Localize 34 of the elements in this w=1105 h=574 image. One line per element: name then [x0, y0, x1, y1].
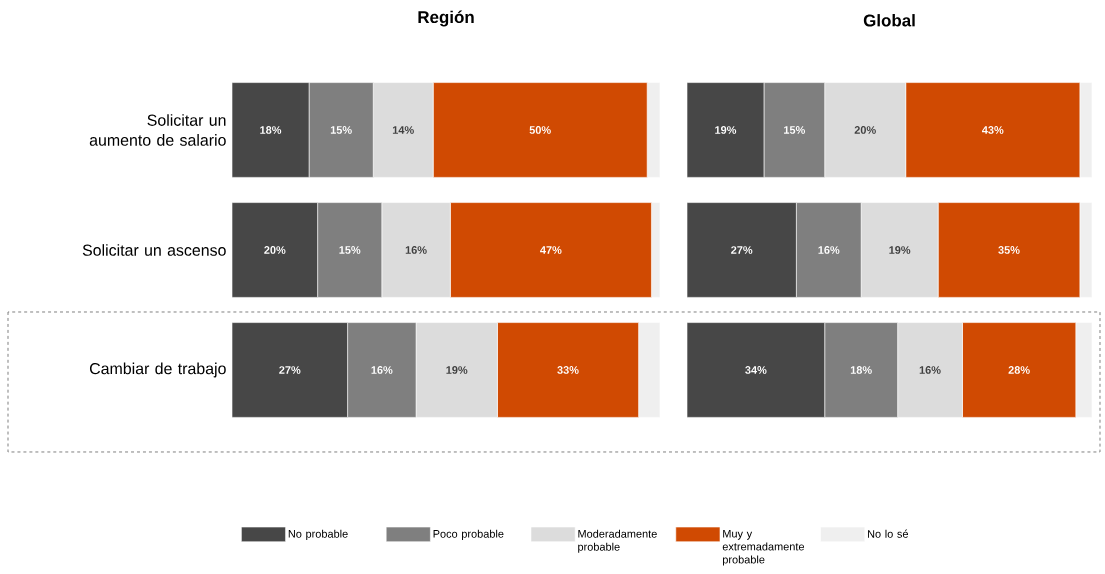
data-label: 35% — [998, 246, 1020, 254]
data-label: 34% — [745, 366, 767, 374]
data-label: 15% — [330, 126, 352, 134]
chart-title: Región — [418, 10, 474, 27]
data-label: 28% — [1008, 366, 1030, 374]
data-label: 33% — [557, 366, 579, 374]
data-label: 14% — [392, 126, 414, 134]
data-label: 19% — [889, 246, 911, 254]
y-tick-label: Solicitar un aumento de salario — [89, 114, 226, 146]
legend-label: Muy y extremadamente probable — [722, 529, 805, 566]
data-label: 18% — [850, 366, 872, 374]
data-label: 43% — [981, 126, 1004, 134]
data-label: 16% — [371, 366, 393, 374]
legend-label: No probable — [288, 529, 348, 540]
data-label: 20% — [854, 126, 876, 134]
y-tick-label: Solicitar un ascenso — [82, 244, 226, 256]
data-label: 20% — [264, 246, 286, 254]
data-label: 16% — [919, 366, 941, 374]
data-label: 47% — [540, 246, 562, 254]
data-label: 27% — [731, 246, 753, 254]
data-label: 15% — [339, 246, 361, 254]
legend-label: Moderadamente probable — [578, 529, 657, 553]
data-label: 19% — [715, 126, 737, 134]
data-label: 18% — [260, 126, 282, 134]
data-label: 16% — [405, 246, 427, 254]
data-label: 16% — [818, 246, 840, 254]
data-label: 27% — [279, 366, 301, 374]
legend-label: No lo sé — [868, 529, 909, 538]
legend-label: Poco probable — [433, 529, 504, 540]
data-label: 15% — [784, 126, 806, 134]
y-tick-label: Cambiar de trabajo — [89, 362, 226, 378]
chart-title: Global — [863, 14, 915, 27]
data-label: 50% — [529, 126, 551, 134]
data-label: 19% — [446, 366, 468, 374]
